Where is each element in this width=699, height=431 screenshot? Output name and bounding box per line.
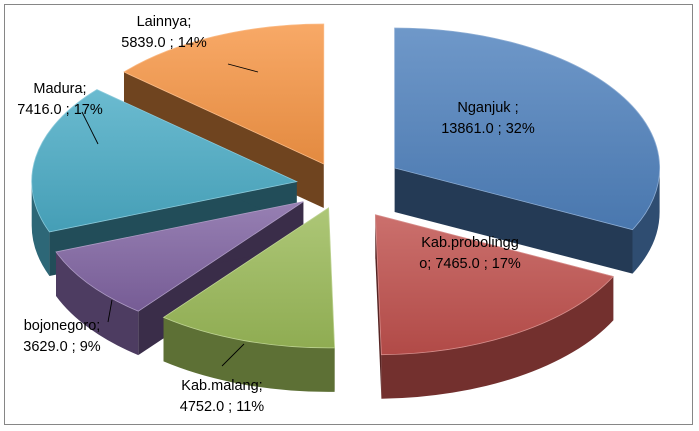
data-label-nganjuk-line2: 13861.0 ; 32%: [441, 121, 535, 137]
slice-nganjuk-wall-1: [394, 167, 633, 274]
data-label-kab-malang-line1: Kab.malang;: [181, 378, 262, 394]
data-label-madura-line1: Madura;: [33, 81, 86, 97]
slice-lainnya: [123, 23, 325, 165]
slice-kab-probolinggo: [374, 214, 615, 356]
slice-nganjuk: [394, 27, 661, 231]
slice-bojonegoro: [55, 201, 304, 312]
data-label-kab-probolinggo-line2: o; 7465.0 ; 17%: [419, 256, 521, 272]
slice-kab-malang: [162, 207, 336, 349]
data-label-kab-malang-line2: 4752.0 ; 11%: [180, 399, 264, 415]
data-label-madura-line2: 7416.0 ; 17%: [17, 102, 103, 118]
slice-bojonegoro-rim-0: [56, 251, 139, 356]
slice-kab-probolinggo-wall-1: [375, 214, 382, 399]
data-label-nganjuk-line1: Nganjuk ;: [457, 100, 518, 116]
slice-nganjuk-rim-0: [632, 167, 660, 274]
leader-line-lainnya: [227, 63, 259, 73]
leader-line-bojonegoro: [107, 299, 113, 323]
data-label-bojonegoro-line1: bojonegoro;: [24, 318, 101, 334]
data-label-bojonegoro-line2: 3629.0 ; 9%: [23, 339, 100, 355]
data-label-lainnya-line1: Lainnya;: [137, 14, 192, 30]
leader-line-madura: [81, 111, 99, 145]
data-label-kab-probolinggo-line1: Kab.probolingg: [421, 235, 519, 251]
leader-line-kab-malang: [221, 343, 245, 367]
slice-kab-probolinggo-rim-0: [381, 276, 614, 399]
slice-madura-rim-0: [31, 181, 50, 276]
slice-kab-malang-rim-0: [163, 317, 335, 392]
slice-madura: [31, 89, 298, 233]
data-label-lainnya-line2: 5839.0 ; 14%: [121, 35, 207, 51]
